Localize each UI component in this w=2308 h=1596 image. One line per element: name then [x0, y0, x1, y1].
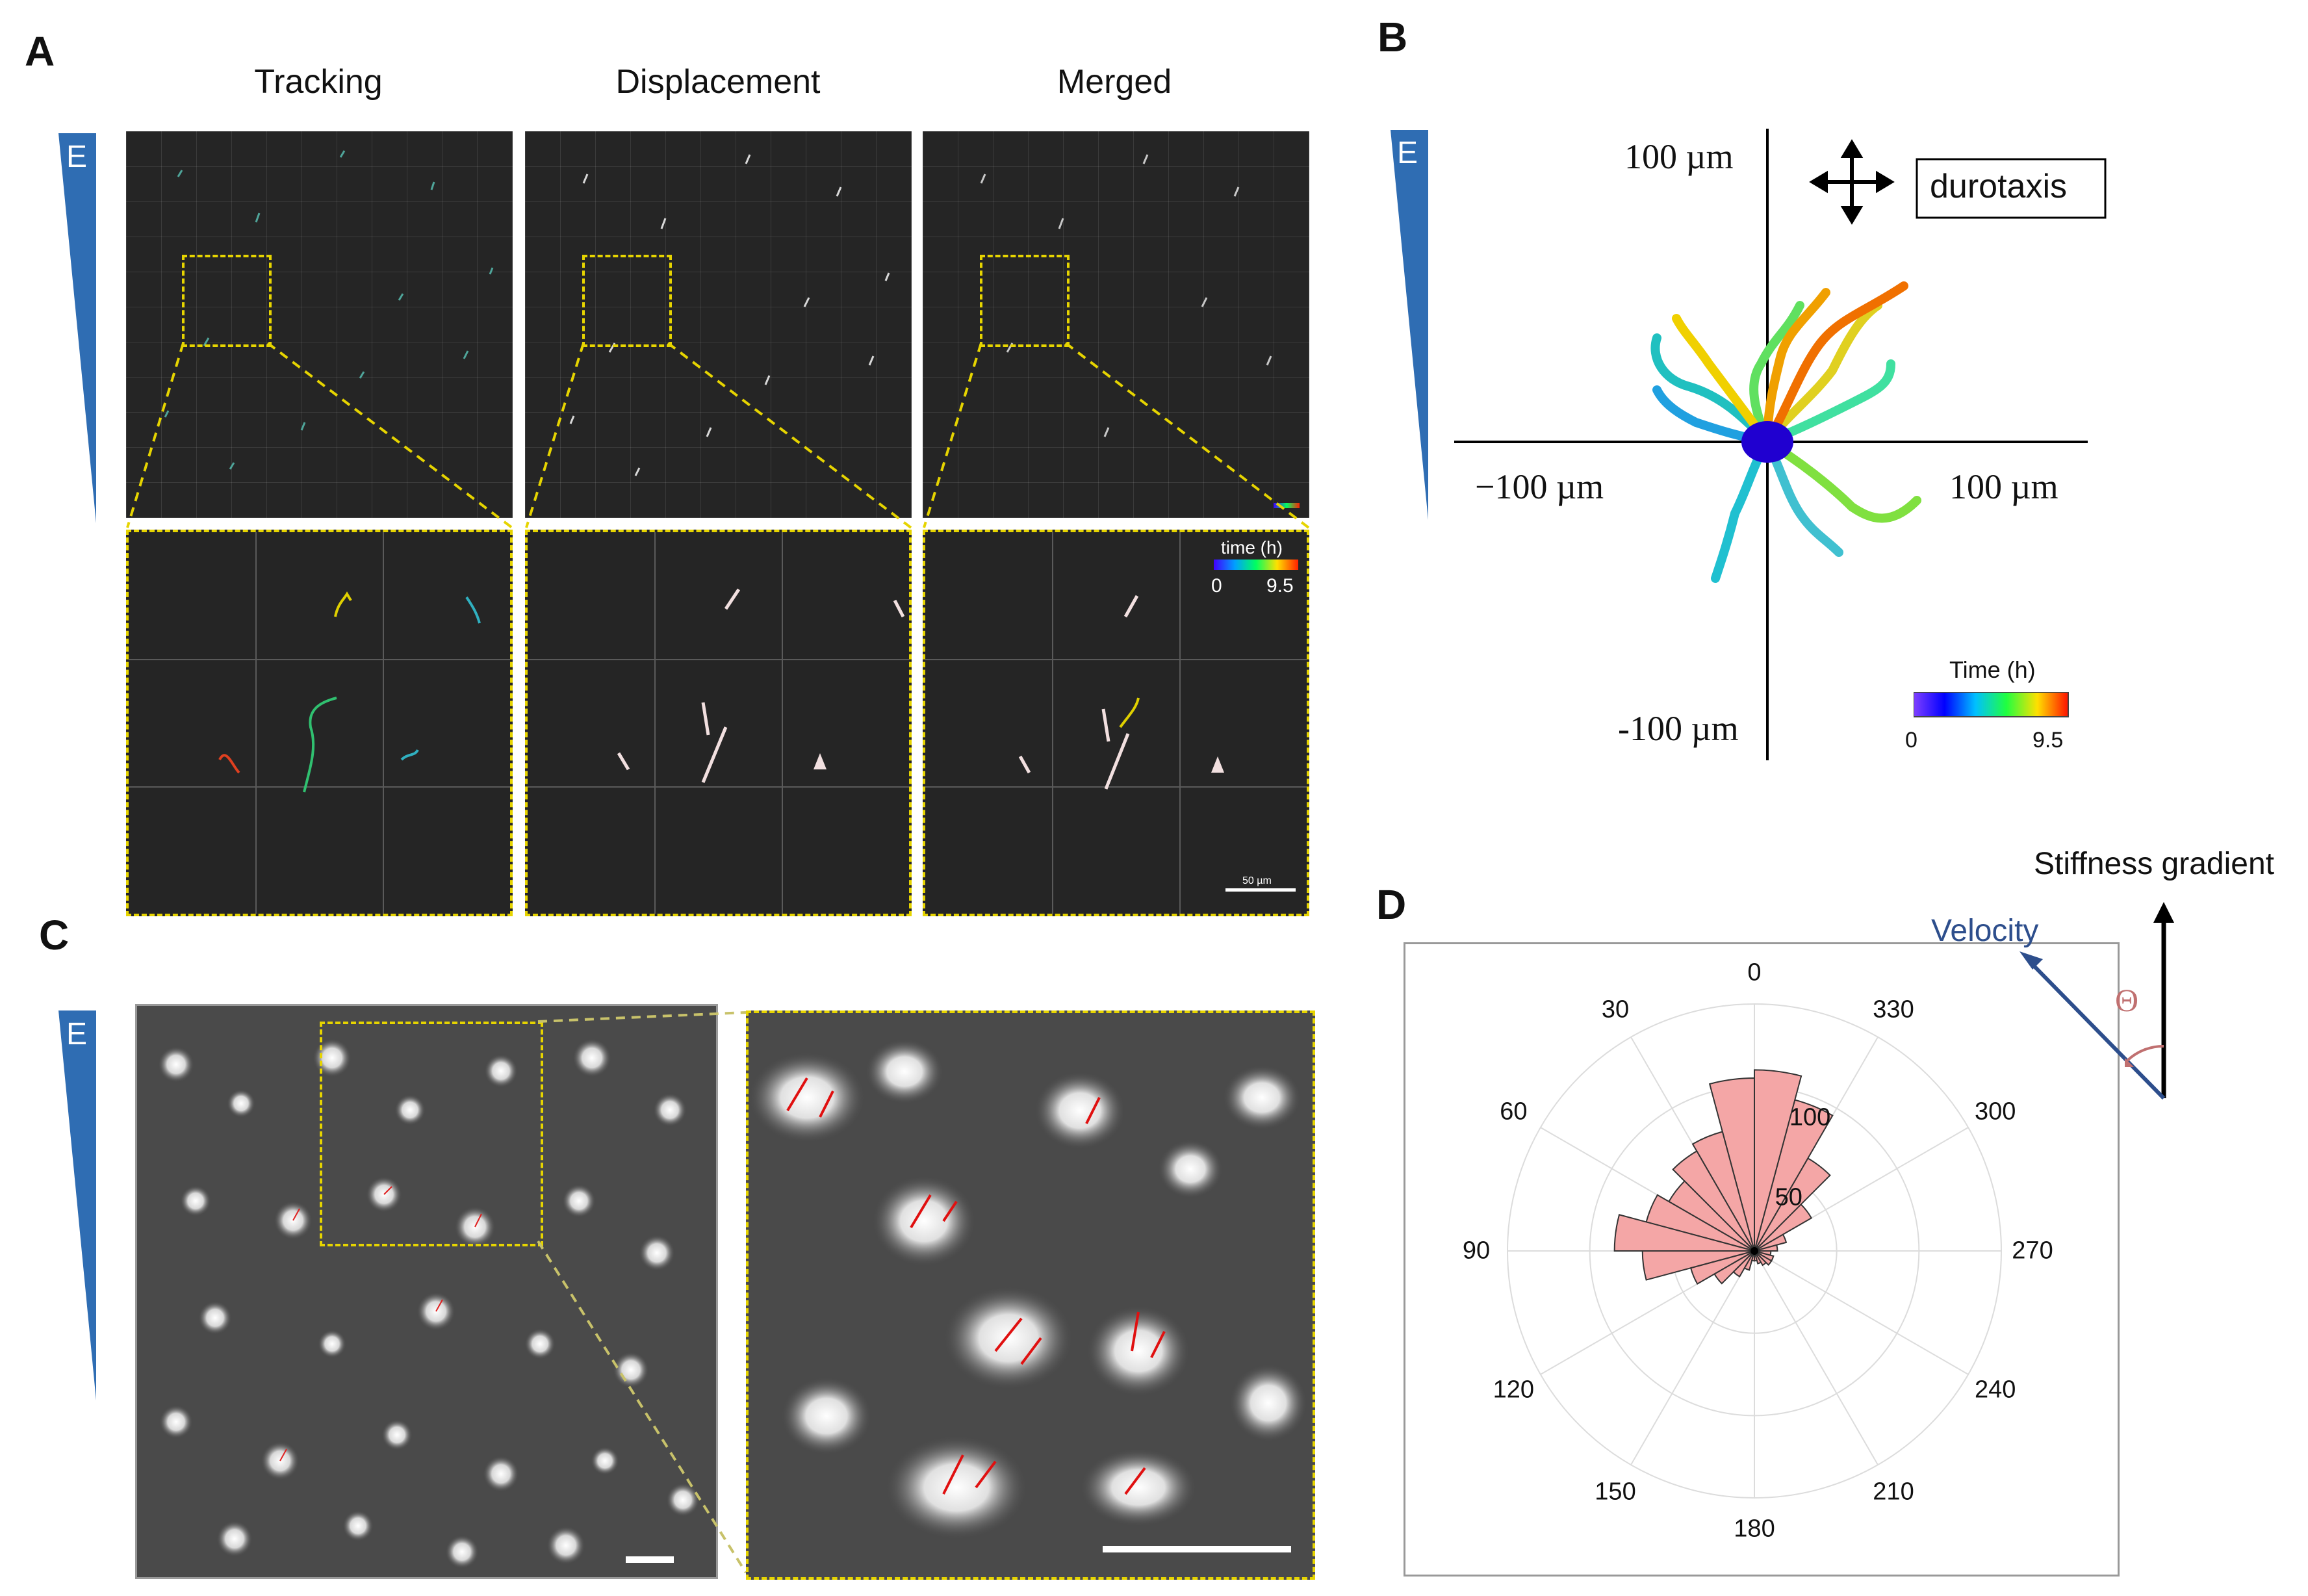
- polar-angle-label: 210: [1873, 1478, 1914, 1506]
- displacement-zoom: [525, 530, 912, 916]
- polar-radial-tick: 100: [1789, 1103, 1831, 1131]
- polar-bar: [1754, 1069, 1802, 1252]
- wedge-a-label: E: [66, 140, 88, 174]
- phase-contrast-zoom: [746, 1010, 1315, 1580]
- colorbar-b-min: 0: [1905, 728, 1917, 753]
- polar-angle-label: 240: [1974, 1376, 2016, 1404]
- col-title-merged: Merged: [1057, 63, 1172, 101]
- velocity-label: Velocity: [1931, 914, 2039, 948]
- polar-histogram: [1507, 1003, 2002, 1499]
- phase-contrast-overview: [135, 1004, 718, 1579]
- polar-angle-label: 90: [1462, 1237, 1491, 1265]
- wedge-b-label: E: [1397, 136, 1418, 170]
- polar-angle-label: 120: [1493, 1376, 1535, 1404]
- scalebar-c-zoom: [1103, 1546, 1291, 1552]
- colorbar-a-max: 9.5: [1266, 575, 1294, 597]
- label-y-neg: -100 µm: [1618, 709, 1739, 748]
- polar-radial-tick: 50: [1775, 1183, 1802, 1211]
- zoom-box-merged: [980, 255, 1070, 347]
- zoom-box-tracking: [182, 255, 272, 347]
- zoom-box-displacement: [582, 255, 672, 347]
- polar-center: [1750, 1247, 1758, 1255]
- polar-angle-label: 150: [1595, 1478, 1636, 1506]
- panel-d-letter: D: [1376, 881, 1407, 928]
- wedge-c-label: E: [66, 1017, 88, 1051]
- panel-b-letter: B: [1378, 14, 1408, 60]
- panel-a-letter: A: [25, 28, 55, 75]
- merged-scalebar: [1225, 888, 1296, 892]
- polar-spoke: [1754, 1250, 1878, 1465]
- label-x-neg: −100 µm: [1475, 467, 1604, 506]
- time-colorbar-b: [1914, 692, 2069, 717]
- col-title-displacement: Displacement: [615, 63, 821, 101]
- scalebar-a-label: 50 µm: [1242, 875, 1272, 886]
- colorbar-b-title: Time (h): [1949, 656, 2036, 683]
- trajectory-plot: [1454, 129, 2107, 760]
- polar-bar: [1672, 1150, 1755, 1252]
- polar-angle-label: 330: [1873, 996, 1914, 1023]
- polar-angle-label: 60: [1500, 1098, 1528, 1126]
- colorbar-a-min: 0: [1211, 575, 1222, 597]
- polar-angle-label: 0: [1747, 959, 1762, 986]
- displacement-overview: [525, 131, 912, 518]
- stiffness-gradient-label: Stiffness gradient: [2034, 847, 2275, 881]
- zoom-connectors-a: [126, 342, 1310, 529]
- bidirectional-arrow-icon: [1809, 139, 1895, 225]
- polar-bar: [1689, 1250, 1755, 1285]
- polar-angle-label: 270: [2012, 1237, 2053, 1265]
- zoom-box-c: [320, 1022, 543, 1246]
- tracking-zoom: [126, 530, 513, 916]
- label-x-pos: 100 µm: [1949, 467, 2058, 506]
- polar-bar: [1713, 1250, 1755, 1285]
- polar-angle-label: 180: [1734, 1515, 1775, 1543]
- merged-zoom: time (h) 0 9.5 50 µm: [923, 530, 1309, 916]
- colorbar-b-max: 9.5: [2032, 728, 2064, 753]
- stiffness-wedge-b: [1391, 130, 1428, 520]
- polar-spoke: [1754, 1250, 1969, 1375]
- merged-colorbar: [1214, 560, 1298, 570]
- polar-angle-label: 30: [1601, 996, 1630, 1023]
- durotaxis-legend: durotaxis: [1930, 168, 2067, 205]
- polar-bar: [1613, 1214, 1755, 1252]
- tracking-overview: [126, 131, 513, 518]
- panel-c-letter: C: [39, 912, 70, 959]
- velocity-diagram: [2020, 902, 2174, 1100]
- stiffness-wedge-c: [58, 1010, 96, 1400]
- zoom-connectors-c: [537, 1011, 747, 1574]
- polar-spoke: [1630, 1250, 1755, 1465]
- polar-bar: [1754, 1250, 1775, 1262]
- polar-bar: [1743, 1250, 1755, 1271]
- polar-bar: [1691, 1131, 1755, 1252]
- scalebar-c-overview: [626, 1556, 674, 1563]
- label-y-pos: 100 µm: [1624, 137, 1734, 176]
- polar-angle-label: 300: [1974, 1098, 2016, 1126]
- polar-frame: [1404, 942, 2120, 1577]
- theta-label: Θ: [2115, 982, 2139, 1018]
- stiffness-wedge-a: [58, 133, 96, 523]
- colorbar-a-title: time (h): [1221, 537, 1283, 558]
- col-title-tracking: Tracking: [254, 63, 383, 101]
- polar-bar: [1732, 1250, 1755, 1278]
- merged-overview: [923, 131, 1309, 518]
